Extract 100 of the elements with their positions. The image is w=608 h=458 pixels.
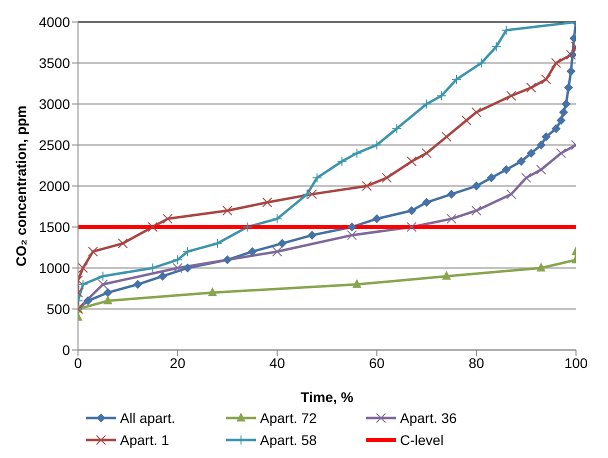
y-tick-label: 2500 (38, 136, 70, 153)
point (98, 271, 108, 282)
x-tick-label: 20 (170, 354, 186, 371)
point (372, 140, 382, 150)
x-tick-label: 100 (564, 354, 588, 371)
point (392, 124, 402, 134)
point (506, 90, 516, 101)
x-tick-label: 0 (74, 354, 82, 371)
point (182, 246, 193, 257)
point (502, 165, 511, 174)
point (248, 247, 257, 256)
point (262, 197, 272, 208)
point (172, 254, 183, 265)
point (442, 270, 452, 280)
point (98, 279, 108, 290)
point (352, 148, 362, 158)
point (536, 140, 546, 150)
point (212, 238, 222, 248)
point (278, 238, 287, 248)
point (446, 214, 456, 224)
point (88, 246, 98, 257)
legend-label: C-level (400, 432, 444, 448)
point (346, 230, 357, 240)
point (183, 264, 192, 272)
y-tick-label: 3000 (38, 96, 70, 112)
point (407, 206, 416, 216)
point (472, 182, 481, 190)
point (526, 82, 536, 93)
point (476, 58, 486, 68)
x-tick-label: 40 (269, 354, 286, 371)
point (406, 222, 417, 232)
point (566, 66, 576, 76)
y-tick-label: 0 (62, 342, 70, 358)
point (551, 58, 562, 68)
point (536, 262, 546, 272)
legend-label: Apart. 1 (120, 432, 170, 448)
point (382, 172, 392, 183)
point (336, 156, 347, 166)
y-tick-label: 1500 (38, 218, 70, 235)
y-axis-title: CO₂ concentration, ppm (13, 105, 29, 267)
y-tick-label: 4000 (38, 14, 70, 30)
point (347, 222, 356, 232)
point (541, 74, 552, 84)
point (447, 190, 456, 199)
point (172, 263, 183, 273)
point (471, 206, 482, 216)
x-axis-title: Time, % (300, 389, 354, 405)
point (422, 198, 432, 207)
point (242, 222, 252, 232)
point (158, 272, 168, 281)
legend-label: Apart. 58 (260, 432, 317, 448)
point (521, 172, 532, 183)
legend-label: Apart. 72 (260, 410, 317, 426)
point (471, 107, 482, 118)
point (222, 206, 232, 216)
point (436, 90, 447, 101)
point (302, 189, 312, 200)
point (486, 173, 496, 182)
point (552, 124, 561, 134)
point (542, 132, 551, 142)
point (272, 214, 282, 224)
point (208, 287, 217, 296)
point (352, 278, 362, 288)
point (307, 189, 318, 200)
point (362, 181, 372, 191)
point (451, 74, 462, 84)
point (78, 263, 88, 273)
x-tick-label: 80 (468, 354, 484, 371)
point (461, 115, 472, 126)
point (312, 172, 322, 183)
point (222, 255, 232, 264)
x-tick-label: 60 (369, 354, 385, 371)
point (564, 83, 574, 92)
point (501, 25, 512, 36)
point (272, 246, 282, 257)
point (372, 214, 382, 224)
legend-label: Apart. 36 (400, 410, 457, 426)
point (118, 238, 128, 248)
point (526, 148, 536, 158)
y-tick-label: 500 (46, 300, 70, 317)
y-tick-label: 3500 (38, 54, 70, 71)
point (83, 296, 92, 306)
point (422, 99, 432, 109)
point (556, 116, 566, 125)
point (536, 164, 546, 175)
point (556, 148, 566, 158)
point (103, 288, 112, 298)
point (148, 222, 158, 232)
point (78, 279, 88, 290)
point (103, 295, 112, 304)
point (308, 230, 317, 240)
point (422, 148, 432, 158)
point (562, 100, 571, 108)
point (491, 42, 502, 52)
point (406, 156, 417, 166)
y-tick-label: 2000 (38, 178, 70, 194)
point (162, 214, 173, 224)
point (133, 280, 142, 289)
point (559, 108, 568, 117)
point (516, 156, 526, 166)
